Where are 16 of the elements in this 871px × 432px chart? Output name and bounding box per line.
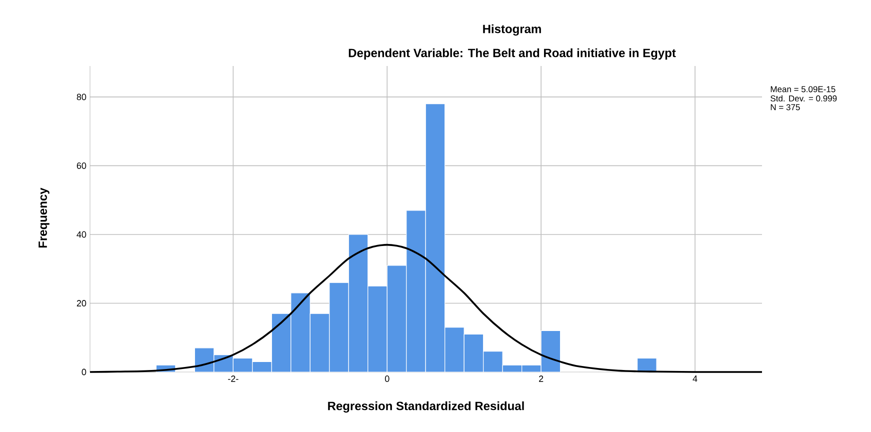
- y-tick-label: 80: [76, 94, 86, 100]
- y-axis-title: Frequency: [38, 188, 50, 248]
- x-tick-label: 4: [692, 376, 698, 382]
- text: Mean = 5.09E-15: [770, 86, 836, 92]
- chart-title: Histogram: [483, 24, 541, 36]
- text: N = 375: [770, 104, 800, 110]
- y-tick-label: 20: [76, 300, 86, 306]
- chart-subtitle: Dependent Variable: The Belt and Road initiative in Egypt: [348, 48, 676, 60]
- y-tick-label: 0: [82, 368, 86, 376]
- y-tick-label: 40: [76, 231, 86, 238]
- text: Std. Dev. = 0.999: [770, 95, 837, 102]
- x-axis-title: Regression Standardized Residual: [328, 401, 524, 413]
- x-tick-label: 2: [539, 376, 544, 382]
- y-tick-label: 60: [76, 162, 86, 169]
- x-tick-label: -2-: [228, 376, 238, 382]
- x-tick-label: 0: [384, 376, 390, 382]
